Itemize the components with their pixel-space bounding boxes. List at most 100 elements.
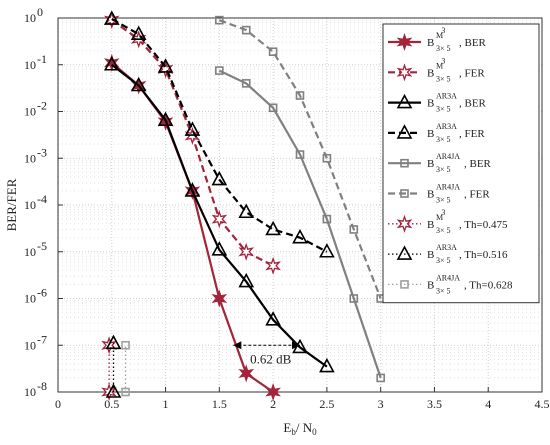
legend-label-sup2: 3	[441, 56, 445, 65]
data-point	[322, 153, 332, 163]
legend-label-sub: 3× 5	[436, 44, 451, 53]
annotation-text: 0.62 dB	[250, 351, 292, 366]
data-point	[211, 210, 228, 229]
legend-label-sub: 3× 5	[436, 256, 451, 265]
data-point	[130, 76, 147, 92]
legend-label-sub: 3× 5	[436, 286, 451, 295]
data-point	[211, 289, 228, 308]
legend-label-tail: , FER	[459, 128, 485, 140]
data-point	[103, 10, 120, 25]
data-point	[238, 203, 255, 219]
data-point	[396, 245, 413, 260]
data-point	[103, 56, 120, 71]
x-tick-label: 3.5	[427, 397, 442, 411]
data-point	[105, 334, 122, 350]
y-tick-exponent: -7	[37, 332, 47, 346]
annotation-arrow-head-left	[233, 341, 242, 350]
x-tick-label: 4	[485, 397, 491, 411]
data-point	[376, 373, 385, 383]
data-point	[400, 280, 409, 289]
y-tick-label: 10	[24, 105, 36, 119]
legend-label-sup: AR4JA	[436, 183, 460, 192]
legend-label-base: B	[427, 37, 434, 49]
x-tick-label: 4.5	[535, 397, 550, 411]
y-tick-exponent: -2	[37, 99, 47, 113]
legend-label-sup2: 3	[441, 26, 445, 35]
data-point	[295, 150, 305, 159]
data-point	[396, 93, 413, 109]
legend-label-sub: 3× 5	[436, 165, 451, 174]
x-tick-label: 2	[270, 397, 276, 411]
data-point	[400, 189, 409, 198]
y-tick-label: 10	[24, 198, 36, 212]
series-line	[218, 19, 382, 299]
series-6	[215, 15, 385, 303]
data-point	[238, 242, 255, 261]
legend-label-sub: 3× 5	[436, 74, 451, 83]
data-point	[349, 225, 359, 234]
x-label-sub1: b	[291, 427, 296, 437]
data-point	[265, 382, 281, 402]
legend-label-tail: , BER	[464, 158, 492, 170]
legend-label-sub: 3× 5	[436, 196, 451, 205]
data-point	[238, 364, 255, 383]
annotation: 0.62 dB	[233, 341, 300, 366]
legend-label-tail: , Th=0.628	[464, 279, 513, 291]
y-tick-label: 10	[24, 338, 36, 352]
data-point	[241, 25, 251, 35]
data-point	[211, 170, 228, 186]
legend-label-tail: , BER	[459, 37, 487, 49]
x-label-main: E	[283, 420, 291, 435]
y-tick-exponent: -1	[37, 52, 47, 66]
legend-label-base: B	[427, 67, 434, 79]
legend-label-tail: , FER	[459, 67, 485, 79]
legend-label-tail: , Th=0.516	[459, 249, 508, 261]
y-tick-label: 10	[24, 151, 36, 165]
data-point	[157, 60, 174, 79]
y-axis-label: BER/FER	[4, 178, 19, 231]
data-point	[215, 66, 224, 75]
data-point	[268, 103, 278, 113]
legend-label-sub: 3× 5	[436, 135, 451, 144]
legend-label-tail: , Th=0.475	[459, 219, 508, 231]
series-8	[105, 334, 122, 398]
data-point	[121, 340, 130, 350]
series-9	[121, 340, 130, 397]
data-point	[130, 25, 147, 41]
series-3	[103, 56, 335, 373]
data-point	[265, 256, 281, 275]
legend-label-base: B	[427, 189, 434, 201]
legend-label-tail: , BER	[459, 98, 487, 110]
data-point	[105, 383, 122, 398]
legend-label-sub: 3× 5	[436, 105, 451, 114]
data-point	[211, 241, 228, 256]
legend-label-base: B	[427, 219, 434, 231]
y-tick-exponent: -6	[37, 286, 47, 300]
data-point	[184, 182, 201, 197]
data-point	[268, 47, 278, 57]
x-tick-label: 1.5	[212, 397, 227, 411]
data-point	[400, 158, 409, 168]
data-point	[184, 121, 201, 136]
annotation-arrow-head-right	[292, 341, 300, 350]
y-tick-label: 10	[24, 245, 36, 259]
data-point	[319, 243, 335, 258]
x-tick-label: 2.5	[319, 397, 334, 411]
legend-item-1: BM3 3× 5 , BER	[388, 26, 487, 53]
data-point	[292, 228, 308, 244]
legend-label-sup: M	[436, 61, 443, 70]
x-label-sub2: 0	[312, 427, 317, 437]
data-point	[265, 220, 281, 236]
data-point	[322, 214, 332, 224]
data-point	[295, 91, 305, 100]
legend-label-sup: AR3A	[436, 122, 457, 131]
legend-label-base: B	[427, 158, 434, 170]
series-4	[103, 10, 335, 258]
legend-label-sup2: 3	[441, 208, 445, 217]
legend-label-sup: AR4JA	[436, 273, 460, 282]
